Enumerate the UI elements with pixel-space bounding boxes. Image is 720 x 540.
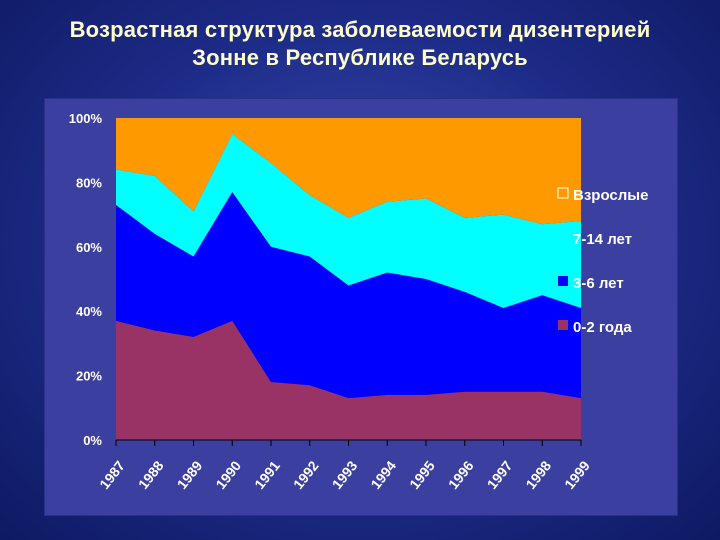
x-tick-label: 1997 bbox=[484, 458, 516, 493]
legend-label: 7-14 лет bbox=[573, 231, 632, 248]
legend-swatch bbox=[558, 232, 568, 242]
area-age-7-14 bbox=[116, 134, 581, 308]
legend-label: Взрослые bbox=[573, 187, 648, 204]
y-tick-label: 20% bbox=[76, 369, 102, 384]
x-tick-label: 1990 bbox=[212, 458, 244, 493]
title-line-1: Возрастная структура заболеваемости дизе… bbox=[69, 17, 651, 42]
title-line-2: Зонне в Республике Беларусь bbox=[192, 45, 528, 70]
area-age-0-2 bbox=[116, 320, 581, 440]
y-tick-label: 0% bbox=[83, 433, 102, 448]
x-tick-label: 1992 bbox=[290, 458, 322, 493]
legend: Взрослые 7-14 лет 3-6 лет 0-2 года bbox=[557, 187, 648, 336]
x-tick-label: 1996 bbox=[445, 458, 477, 493]
area-adults bbox=[116, 118, 581, 225]
legend-swatch bbox=[557, 187, 569, 199]
x-axis: 1987 1988 1989 1990 1991 1992 1993 1994 1995 1996… bbox=[96, 439, 593, 493]
x-tick-label: 1998 bbox=[522, 458, 554, 493]
y-axis: 0% 20% 40% 60% 80% 100% bbox=[69, 111, 103, 448]
area-layer bbox=[116, 118, 581, 440]
x-tick-label: 1987 bbox=[96, 458, 128, 493]
y-tick-label: 40% bbox=[76, 304, 102, 319]
x-tick-label: 1994 bbox=[367, 458, 399, 493]
y-tick-label: 80% bbox=[76, 175, 102, 190]
x-tick-label: 1988 bbox=[135, 458, 167, 493]
x-tick-label: 1991 bbox=[251, 458, 283, 493]
legend-swatch bbox=[558, 320, 568, 330]
legend-label: 3-6 лет bbox=[573, 275, 624, 292]
chart-title: Возрастная структура заболеваемости дизе… bbox=[0, 16, 720, 72]
area-age-3-6 bbox=[116, 192, 581, 399]
legend-label: 0-2 года bbox=[573, 319, 632, 336]
y-tick-label: 60% bbox=[76, 240, 102, 255]
legend-swatch bbox=[558, 276, 568, 286]
x-tick-label: 1999 bbox=[561, 458, 593, 493]
x-tick-label: 1989 bbox=[174, 458, 206, 493]
x-tick-label: 1993 bbox=[329, 458, 361, 493]
y-tick-label: 100% bbox=[69, 111, 103, 126]
x-tick-label: 1995 bbox=[406, 458, 438, 493]
